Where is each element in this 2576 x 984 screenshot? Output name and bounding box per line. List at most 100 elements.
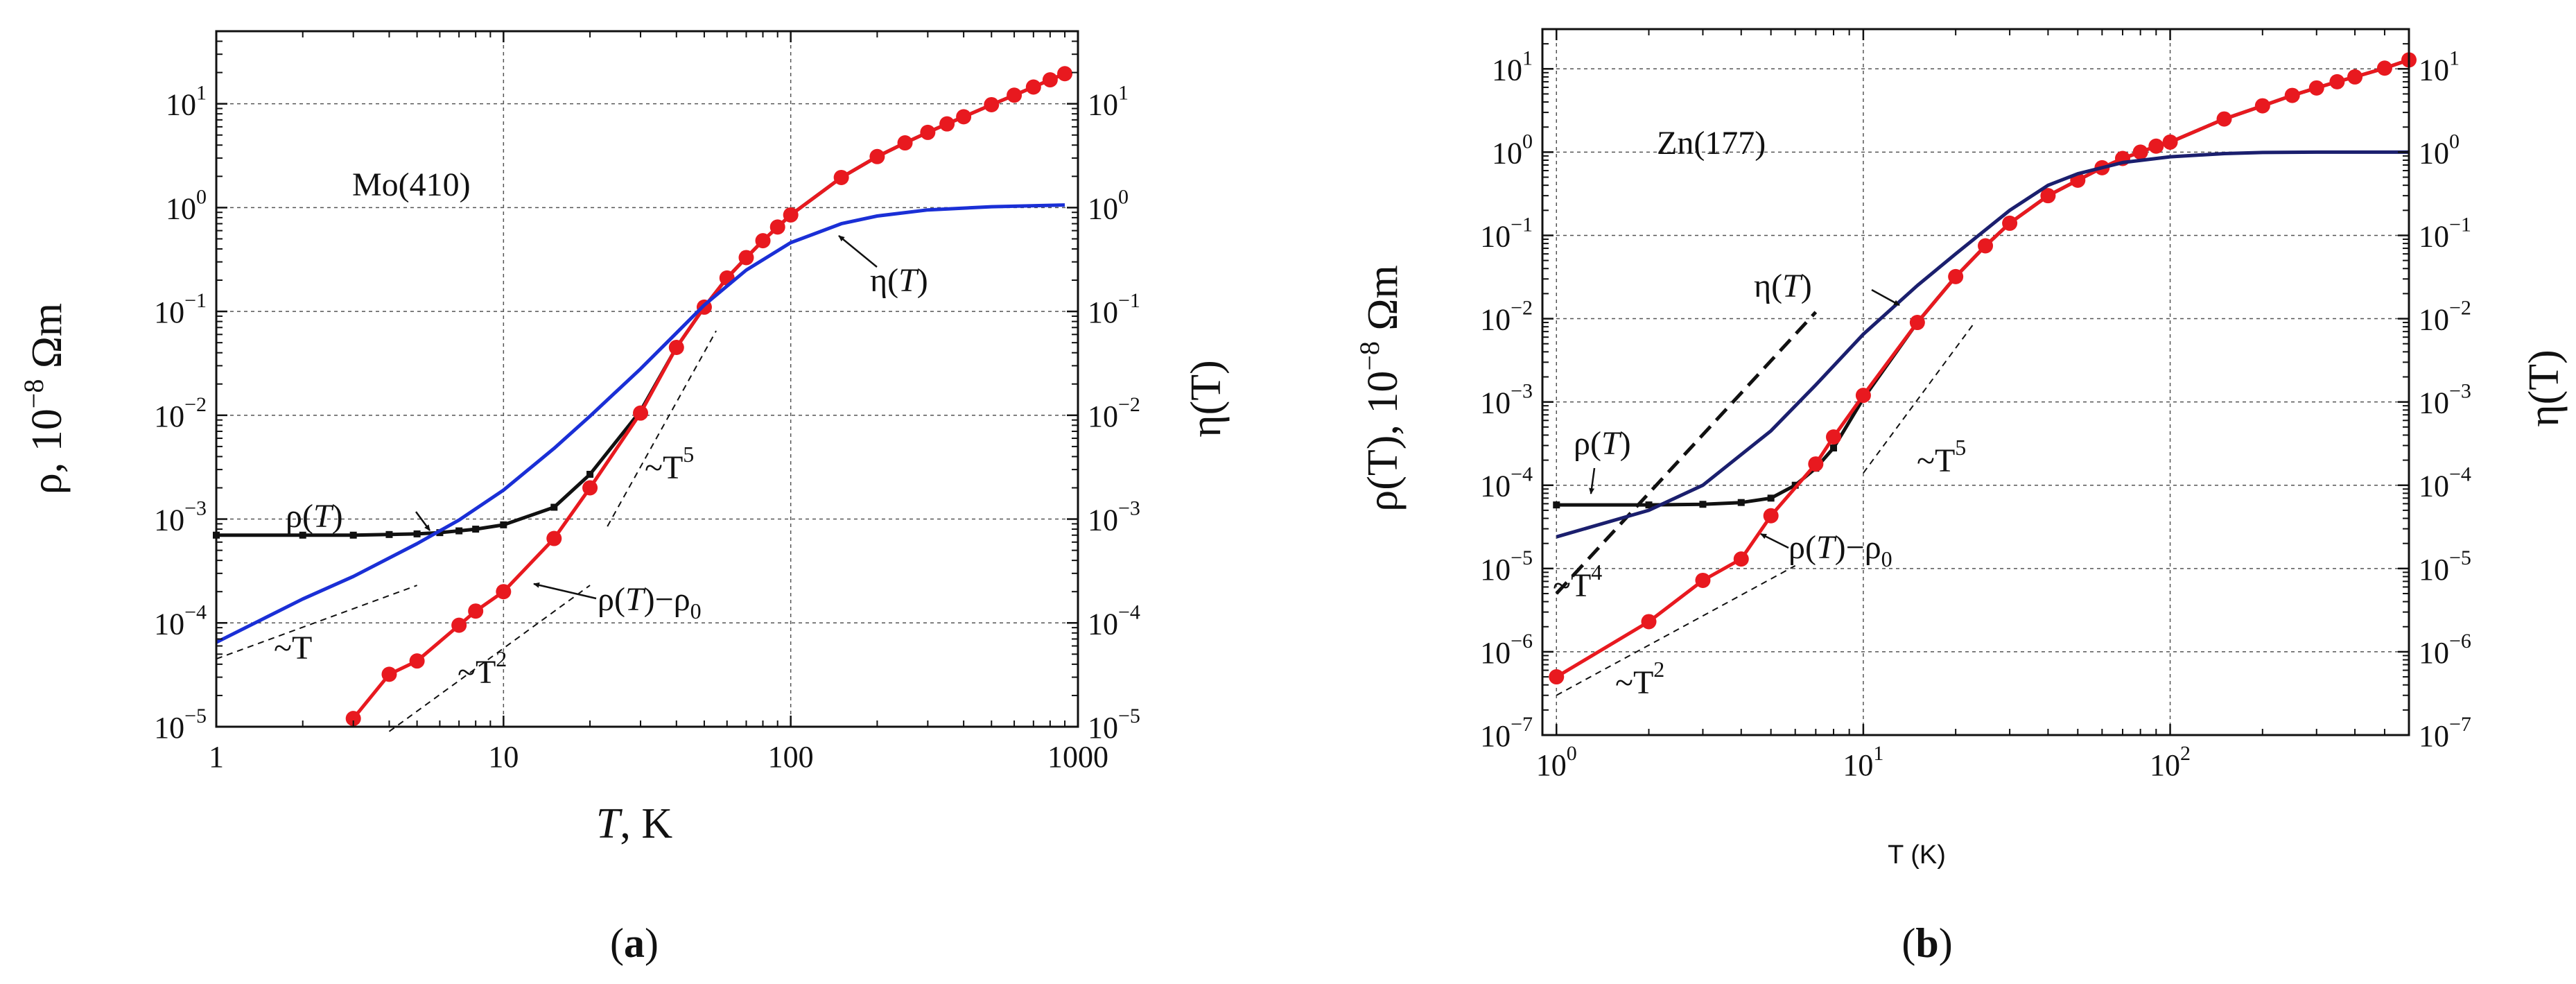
y-tick-label-right: 10−5 — [1088, 705, 1140, 745]
guide-line-T2 — [388, 585, 591, 732]
data-point-rho-minus-rho0 — [2132, 144, 2148, 160]
y-tick-label-left: 10−6 — [1480, 630, 1533, 670]
panel-b-arrow-rho-minus-rho0 — [1760, 533, 1789, 549]
y-tick-label-right: 10−2 — [2419, 297, 2471, 337]
data-point-rho-minus-rho0 — [783, 207, 799, 223]
x-tick-label: 1 — [209, 740, 224, 774]
data-point-rho — [349, 531, 357, 539]
panel-a-annotation-rho: ρ(T) — [286, 498, 343, 535]
data-point-rho — [1699, 501, 1707, 508]
panel-a-y-ticks: 10−5 10−5 10−4 10−4 10−3 10−3 10−2 10−2 10−1 10−1… — [154, 31, 1140, 745]
data-point-rho — [1767, 494, 1775, 502]
data-point-rho-minus-rho0 — [984, 96, 1000, 112]
y-tick-label-left: 10−3 — [154, 497, 207, 537]
guide-line-T4 — [1555, 311, 1818, 595]
y-tick-label-right: 10−7 — [2419, 713, 2471, 753]
panel-b-guide-label-T4: ~T4 — [1553, 560, 1602, 604]
y-tick-label-right: 10−1 — [1088, 289, 1140, 329]
data-point-rho-minus-rho0 — [1057, 66, 1073, 82]
data-point-rho-minus-rho0 — [1042, 72, 1058, 88]
data-point-rho-minus-rho0 — [1978, 238, 1994, 254]
y-tick-label-right: 101 — [1088, 82, 1129, 122]
data-point-rho-minus-rho0 — [1808, 456, 1824, 472]
data-point-rho-minus-rho0 — [2347, 69, 2363, 85]
data-point-rho-minus-rho0 — [738, 250, 754, 266]
data-point-rho-minus-rho0 — [451, 617, 467, 633]
y-tick-label-left: 101 — [1492, 46, 1533, 87]
y-tick-label-left: 10−1 — [154, 289, 207, 329]
panel-a-grid — [216, 31, 1078, 727]
y-tick-label-right: 10−6 — [2419, 630, 2471, 670]
data-point-rho-minus-rho0 — [2376, 60, 2392, 76]
panel-b-label: (b) — [1901, 920, 1952, 966]
y-tick-label-left: 10−1 — [1480, 213, 1533, 253]
panel-a-guide-label-T5: ~T5 — [645, 442, 694, 486]
panel-a-title: Mo(410) — [352, 166, 471, 203]
data-point-rho-minus-rho0 — [668, 340, 684, 356]
data-point-rho — [1553, 501, 1560, 509]
y-tick-label-right: 10−4 — [2419, 463, 2471, 503]
panel-b-series — [1549, 52, 2417, 685]
panel-a-frame — [215, 30, 1079, 728]
y-tick-label-right: 10−3 — [2419, 380, 2471, 420]
panel-a-annotation-eta: η(T) — [870, 262, 928, 299]
y-tick-label-right: 100 — [1088, 185, 1129, 225]
panel-a-label: (a) — [610, 920, 659, 966]
data-point-rho-minus-rho0 — [1549, 669, 1565, 685]
data-point-rho-minus-rho0 — [2002, 215, 2018, 231]
data-point-rho-minus-rho0 — [381, 666, 397, 682]
y-tick-label-left: 10−4 — [154, 601, 207, 641]
data-point-rho-minus-rho0 — [2329, 74, 2345, 89]
data-point-rho — [1645, 501, 1653, 509]
data-point-rho-minus-rho0 — [582, 480, 598, 496]
data-point-rho-minus-rho0 — [1826, 429, 1842, 445]
y-tick-label-left: 10−2 — [1480, 297, 1533, 337]
panel-b-annotation-rho-minus-rho0: ρ(T)−ρ0 — [1789, 529, 1892, 571]
data-point-rho-minus-rho0 — [1641, 614, 1657, 630]
y-tick-label-left: 10−4 — [1480, 463, 1533, 503]
data-point-rho-minus-rho0 — [1909, 315, 1925, 331]
panel-b-guide-label-T5: ~T5 — [1917, 435, 1966, 479]
panel-b-title: Zn(177) — [1657, 125, 1766, 162]
data-point-rho — [500, 521, 507, 528]
data-point-rho-minus-rho0 — [496, 584, 512, 600]
y-tick-label-right: 10−2 — [1088, 393, 1140, 433]
panel-b-x-label: T (K) — [1888, 840, 1946, 870]
data-point-rho — [299, 531, 306, 539]
panel-a-arrow-eta — [838, 235, 878, 268]
data-point-rho-minus-rho0 — [2148, 138, 2164, 154]
data-point-rho-minus-rho0 — [1733, 551, 1749, 567]
panel-b: 100 101 102 10−7 10−710−6 10−610−5 10−510−4 10… — [1354, 28, 2568, 966]
y-tick-label-left: 101 — [166, 82, 207, 122]
y-tick-label-left: 10−5 — [154, 705, 207, 745]
data-point-rho-minus-rho0 — [1763, 508, 1779, 524]
data-point-rho-minus-rho0 — [1855, 388, 1871, 404]
data-point-rho — [586, 470, 594, 478]
data-point-rho-minus-rho0 — [2308, 80, 2324, 96]
data-point-rho-minus-rho0 — [920, 124, 936, 140]
panel-b-y-ticks: 10−7 10−7 10−6 10−6 10−5 10−5 10−4 10−4 10−3 10−3… — [1480, 28, 2471, 753]
panel-a-y-label-left: ρ, 10−8 Ωm — [18, 303, 71, 494]
guide-line-T1 — [216, 585, 417, 660]
data-point-rho-minus-rho0 — [2216, 111, 2232, 127]
y-tick-label-left: 10−7 — [1480, 713, 1533, 753]
data-point-rho-minus-rho0 — [2254, 98, 2270, 114]
guide-line-T5 — [1863, 322, 1975, 474]
data-point-rho-minus-rho0 — [2162, 134, 2178, 150]
data-point-rho — [1830, 444, 1838, 452]
guide-line-T5 — [607, 330, 717, 527]
y-tick-label-right: 100 — [2419, 130, 2460, 170]
y-tick-label-right: 10−3 — [1088, 497, 1140, 537]
panel-a-x-ticks: 1 10 100 1000 — [209, 31, 1108, 774]
data-point-rho — [1737, 499, 1745, 506]
panel-a-guide-label-T2: ~T2 — [458, 646, 507, 691]
panel-b-annotation-eta: η(T) — [1754, 268, 1812, 304]
data-point-rho-minus-rho0 — [1948, 268, 1964, 284]
data-point-rho-minus-rho0 — [546, 530, 562, 546]
panel-b-x-ticks: 100 101 102 — [1536, 29, 2410, 782]
panel-a-series — [213, 66, 1073, 727]
data-point-rho-minus-rho0 — [633, 405, 649, 421]
data-point-rho-minus-rho0 — [956, 109, 972, 125]
panel-b-arrow-rho — [1589, 467, 1596, 494]
